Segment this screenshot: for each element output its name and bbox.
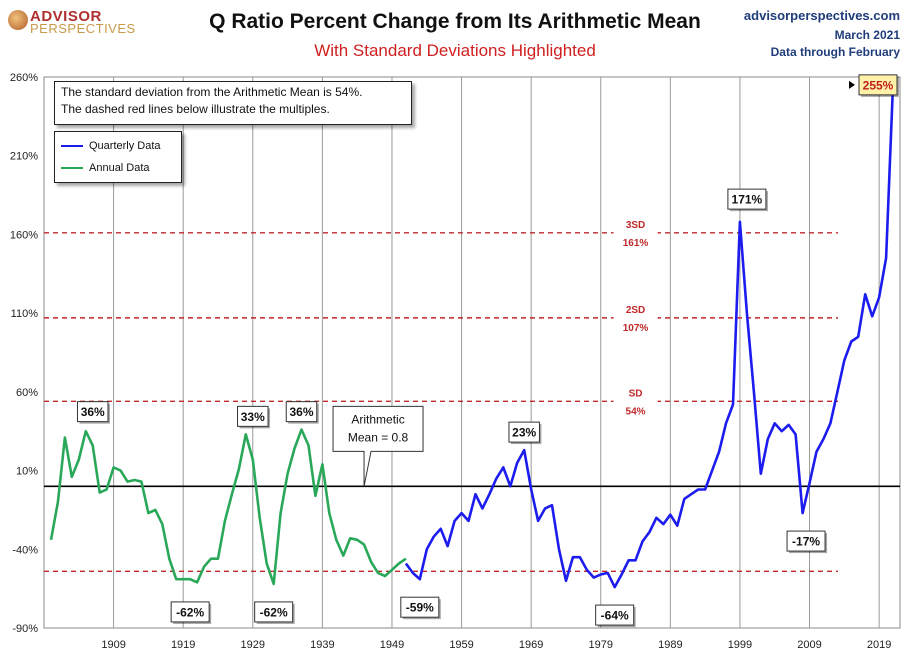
annotation-box (254, 601, 294, 623)
mean-callout-line-1: Arithmetic (351, 412, 404, 426)
annotation-label: -62% (176, 605, 204, 619)
legend-swatch-quarterly (61, 145, 83, 147)
legend-label-annual: Annual Data (89, 162, 150, 174)
annotation-box (727, 188, 767, 210)
std-dev-note: The standard deviation from the Arithmet… (54, 81, 412, 125)
annotation-label: 36% (81, 405, 105, 419)
y-tick-label: -40% (12, 544, 38, 556)
annotation-label: 33% (241, 410, 265, 424)
annotation-label: -59% (406, 601, 434, 615)
annotation-label: -64% (601, 609, 629, 623)
legend-label-quarterly: Quarterly Data (89, 140, 161, 152)
sd-label: 3SD (626, 220, 645, 231)
y-tick-label: 110% (11, 308, 39, 320)
x-tick-label: 2019 (867, 639, 891, 651)
y-tick-label: 60% (16, 387, 38, 399)
legend-item-annual: Annual Data (61, 160, 150, 176)
sd-label-bg (613, 215, 658, 250)
x-tick-label: 1919 (171, 639, 195, 651)
legend-swatch-annual (61, 167, 83, 169)
x-tick-label: 2009 (797, 639, 821, 651)
sd-sublabel: 161% (623, 238, 649, 249)
note-line-1: The standard deviation from the Arithmet… (61, 85, 363, 99)
sd-label-bg (613, 300, 658, 335)
logo-bottom-text: PERSPECTIVES (30, 21, 136, 36)
legend-item-quarterly: Quarterly Data (61, 138, 161, 154)
date-label: March 2021 (834, 28, 900, 42)
mean-callout-line-2: Mean = 0.8 (348, 430, 409, 444)
annual-series-line (49, 428, 407, 586)
chart-subtitle: With Standard Deviations Highlighted (314, 41, 596, 60)
y-tick-label: 260% (10, 72, 38, 84)
annotation-box (400, 596, 440, 618)
annotation-label: 171% (732, 193, 763, 207)
x-tick-label: 1969 (519, 639, 543, 651)
annotation-box (285, 401, 318, 423)
legend: Quarterly Data Annual Data (54, 131, 182, 183)
x-tick-label: 1999 (728, 639, 752, 651)
y-tick-label: 10% (16, 466, 38, 478)
mean-callout-box (332, 405, 424, 487)
annotation-label: 23% (512, 426, 536, 440)
annotation-label: 255% (863, 78, 894, 92)
annotation-label: -62% (260, 605, 288, 619)
annotation-box (786, 530, 826, 552)
y-tick-label: 210% (10, 151, 38, 163)
logo-icon (8, 10, 28, 30)
x-tick-label: 1929 (241, 639, 265, 651)
sd-label-bg (613, 384, 658, 419)
annotation-label: -17% (792, 535, 820, 549)
x-tick-label: 1909 (101, 639, 125, 651)
annotation-box (237, 405, 269, 427)
annotation-box (595, 604, 635, 626)
sd-label: 2SD (626, 305, 645, 316)
source-label: advisorperspectives.com (743, 8, 900, 23)
x-tick-label: 1959 (449, 639, 473, 651)
logo-top-text: ADVISOR (30, 8, 102, 25)
plot-frame (43, 76, 901, 629)
chart-title: Q Ratio Percent Change from Its Arithmet… (209, 10, 701, 33)
annotation-box (858, 74, 898, 96)
y-tick-label: -90% (12, 623, 38, 635)
x-tick-label: 1949 (380, 639, 404, 651)
annotation-box (170, 601, 210, 623)
sd-sublabel: 107% (623, 323, 649, 334)
x-tick-label: 1939 (310, 639, 334, 651)
sd-sublabel: 54% (626, 406, 646, 417)
annotation-box (508, 421, 540, 443)
sd-label: SD (629, 388, 643, 399)
data-through-label: Data through February (770, 45, 900, 59)
annotation-box (76, 401, 109, 423)
last-value-arrow (849, 80, 855, 89)
y-tick-label: 160% (10, 229, 38, 241)
note-line-2: The dashed red lines below illustrate th… (61, 102, 330, 116)
annotation-label: 36% (289, 405, 313, 419)
quarterly-series-line (404, 84, 895, 589)
x-tick-label: 1979 (589, 639, 613, 651)
x-tick-label: 1989 (658, 639, 682, 651)
